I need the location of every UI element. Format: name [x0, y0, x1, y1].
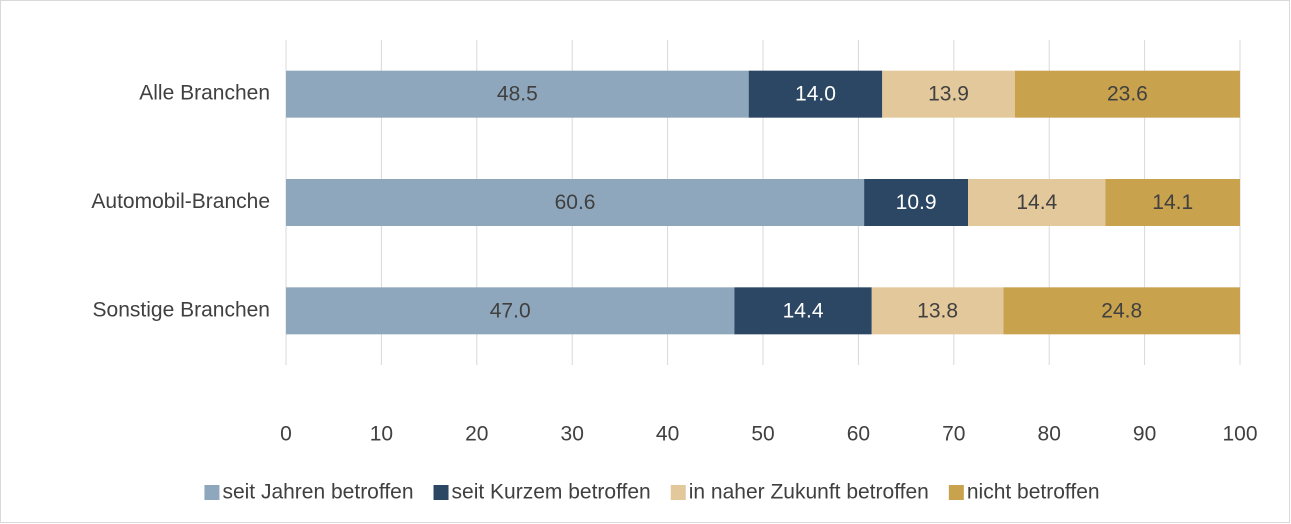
bar-segment — [286, 70, 749, 118]
data-label: 10.9 — [896, 191, 937, 214]
y-tick-label: Sonstige Branchen — [93, 298, 270, 321]
data-label: 48.5 — [497, 83, 538, 106]
data-label: 14.0 — [795, 83, 836, 106]
bar-segment — [882, 70, 1015, 118]
y-tick-label: Alle Branchen — [139, 82, 270, 105]
bar-segment — [734, 287, 872, 335]
bar-segment — [1105, 179, 1240, 226]
x-tick-label: 90 — [1133, 423, 1156, 446]
legend-label: seit Jahren betroffen — [222, 481, 413, 504]
bar-segment — [286, 287, 735, 335]
y-tick-label: Automobil-Branche — [91, 190, 270, 213]
legend-swatch — [670, 485, 686, 500]
data-label: 60.6 — [555, 191, 596, 214]
bar-segment — [864, 179, 969, 226]
bar-segment — [871, 287, 1004, 335]
legend-label: seit Kurzem betroffen — [452, 481, 651, 504]
x-tick-label: 100 — [1222, 423, 1257, 446]
legend-label: nicht betroffen — [967, 481, 1100, 504]
legend-swatch — [948, 485, 964, 500]
data-label: 14.4 — [783, 299, 824, 322]
legend-label: in naher Zukunft betroffen — [689, 481, 929, 504]
bar-segment — [286, 179, 865, 226]
data-label: 13.8 — [917, 299, 958, 322]
x-tick-label: 0 — [280, 423, 292, 446]
legend-swatch — [433, 485, 449, 500]
x-tick-label: 40 — [656, 423, 679, 446]
bar-segment — [1014, 70, 1240, 118]
data-label: 47.0 — [490, 299, 531, 322]
data-label: 14.1 — [1152, 191, 1193, 214]
bar-segment — [968, 179, 1106, 226]
bar-segment — [748, 70, 883, 118]
x-tick-label: 20 — [465, 423, 488, 446]
x-tick-label: 70 — [942, 423, 965, 446]
data-label: 13.9 — [928, 83, 969, 106]
x-tick-label: 80 — [1038, 423, 1061, 446]
legend-swatch — [204, 485, 220, 500]
x-tick-label: 30 — [561, 423, 584, 446]
x-tick-label: 50 — [751, 423, 774, 446]
x-tick-label: 60 — [847, 423, 870, 446]
data-label: 24.8 — [1101, 299, 1142, 322]
x-tick-label: 10 — [370, 423, 393, 446]
data-label: 23.6 — [1107, 83, 1148, 106]
bar-segment — [1003, 287, 1240, 335]
data-label: 14.4 — [1016, 191, 1057, 214]
